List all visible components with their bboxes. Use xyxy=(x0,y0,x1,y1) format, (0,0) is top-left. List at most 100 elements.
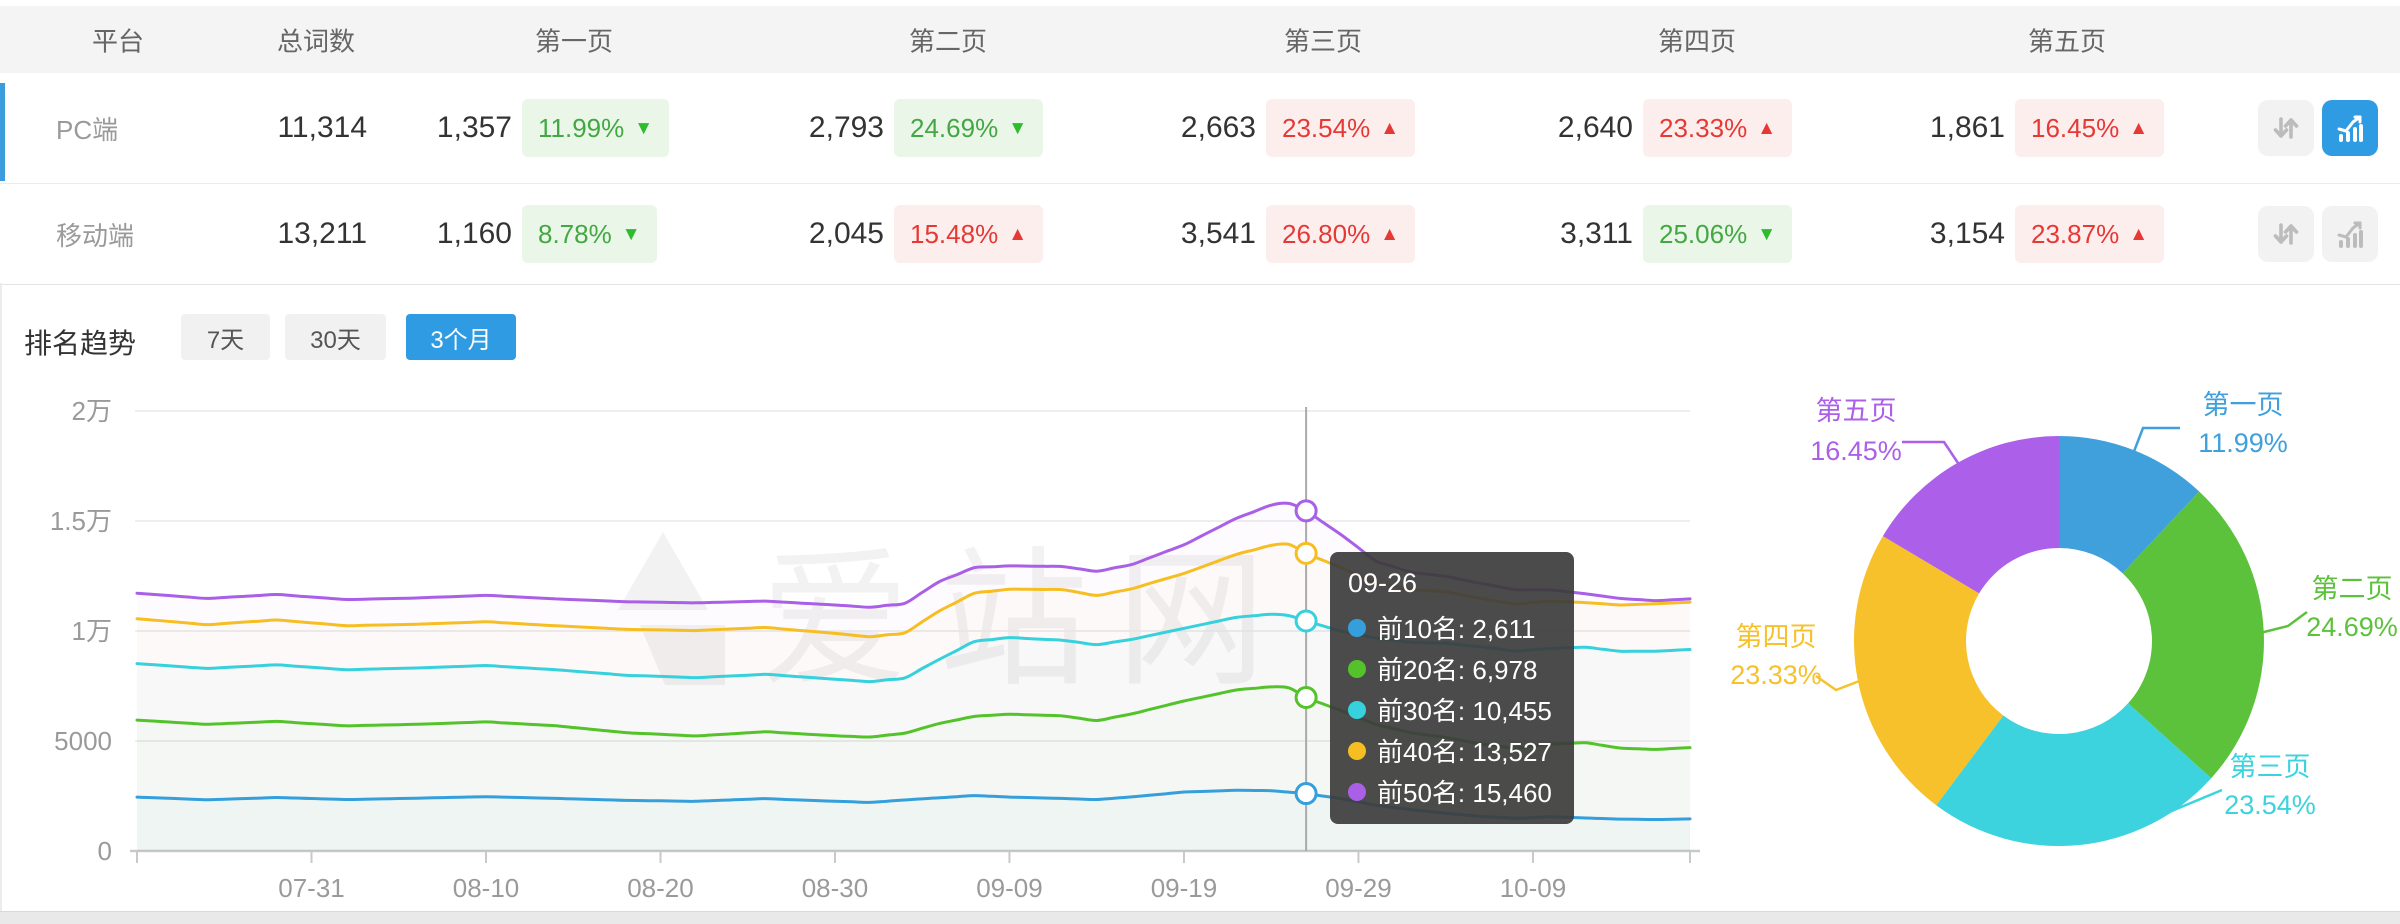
watermark-text: 爱站网 xyxy=(760,536,1294,704)
donut-slice-第四页[interactable] xyxy=(1853,536,2004,806)
y-axis-tick-label: 1万 xyxy=(72,616,112,646)
donut-label-name: 第一页 xyxy=(2203,390,2284,420)
page2-change-badge: 15.48% ▲ xyxy=(894,205,1043,263)
sort-button[interactable] xyxy=(2258,206,2314,262)
y-axis-tick-label: 5000 xyxy=(54,726,112,756)
tooltip-value: 前20名: 6,978 xyxy=(1377,655,1538,685)
trend-chart-icon xyxy=(2337,115,2363,142)
total-words: 11,314 xyxy=(277,111,367,144)
trend-down-icon: ▼ xyxy=(1008,117,1027,139)
trend-section-title: 排名趋势 xyxy=(24,328,137,359)
trend-chart-button[interactable] xyxy=(2322,100,2378,156)
donut-label-name: 第五页 xyxy=(1816,396,1897,426)
page4-change-badge: 25.06% ▼ xyxy=(1643,205,1792,263)
highlight-marker-前20名[interactable] xyxy=(1294,685,1318,709)
platform-label: PC端 xyxy=(56,114,119,145)
donut-slice-第二页[interactable] xyxy=(2122,491,2264,779)
series-dot-icon xyxy=(1348,700,1366,719)
tooltip-row: 前10名: 2,611 xyxy=(1348,607,1556,648)
tooltip-row: 前40名: 13,527 xyxy=(1348,730,1556,771)
tooltip-value: 前10名: 2,611 xyxy=(1377,614,1536,644)
y-axis-tick-label: 0 xyxy=(98,836,112,866)
trend-down-icon: ▼ xyxy=(621,223,641,245)
donut-label-leader xyxy=(2131,426,2180,455)
page2-count: 2,045 xyxy=(808,217,884,250)
col-header-page1: 第一页 xyxy=(534,26,614,56)
trend-up-icon: ▲ xyxy=(1380,117,1399,139)
x-axis-tick-label: 08-20 xyxy=(627,873,694,903)
highlight-marker-前40名[interactable] xyxy=(1294,541,1318,565)
col-header-page4: 第四页 xyxy=(1657,26,1737,56)
donut-label-name: 第三页 xyxy=(2230,752,2311,782)
tooltip-row: 前30名: 10,455 xyxy=(1348,689,1556,730)
x-axis-tick-label: 10-09 xyxy=(1500,873,1567,903)
trend-down-icon: ▼ xyxy=(1757,223,1776,245)
x-axis-tick-label: 08-10 xyxy=(453,873,520,903)
highlight-marker-前30名[interactable] xyxy=(1294,609,1318,633)
donut-label-pct: 23.54% xyxy=(2224,790,2316,820)
sort-arrows-icon xyxy=(2273,117,2299,139)
page5-count: 1,861 xyxy=(1929,111,2005,144)
donut-label-pct: 24.69% xyxy=(2306,612,2398,642)
page1-change-badge: 8.78% ▼ xyxy=(522,205,657,263)
highlight-marker-前50名[interactable] xyxy=(1294,499,1318,523)
trend-up-icon: ▲ xyxy=(2129,223,2148,245)
tab-30-days[interactable]: 30天 xyxy=(285,314,386,360)
col-header-page5: 第五页 xyxy=(2027,26,2107,56)
col-header-page3: 第三页 xyxy=(1283,26,1363,56)
page1-count: 1,357 xyxy=(436,111,512,144)
donut-slice-第三页[interactable] xyxy=(1936,703,2212,847)
series-dot-icon xyxy=(1348,659,1366,678)
page3-change-badge: 26.80% ▲ xyxy=(1266,205,1415,263)
highlight-marker-前10名[interactable] xyxy=(1294,782,1318,806)
tab-7-days[interactable]: 7天 xyxy=(181,314,270,360)
donut-label-name: 第四页 xyxy=(1736,622,1817,652)
tooltip-date: 09-26 xyxy=(1348,568,1418,598)
y-axis-tick-label: 2万 xyxy=(72,396,112,426)
x-axis-tick-label: 09-09 xyxy=(976,873,1043,903)
total-words: 13,211 xyxy=(277,217,367,250)
donut-label-leader xyxy=(2080,788,2223,846)
page3-change-badge: 23.54% ▲ xyxy=(1266,99,1415,157)
x-axis-tick-label: 07-31 xyxy=(278,873,345,903)
tooltip-row: 前20名: 6,978 xyxy=(1348,648,1556,689)
y-axis-tick-label: 1.5万 xyxy=(50,506,112,536)
donut-label-pct: 16.45% xyxy=(1810,436,1902,466)
page1-change-badge: 11.99% ▼ xyxy=(522,99,670,157)
trend-chart-button[interactable] xyxy=(2322,206,2378,262)
tab-3-months[interactable]: 3个月 xyxy=(406,314,516,360)
sort-arrows-icon xyxy=(2273,223,2299,245)
donut-label-pct: 23.33% xyxy=(1730,660,1822,690)
table-header: 平台 总词数 第一页 第二页 第三页 第四页 第五页 xyxy=(0,6,2400,73)
donut-label-leader xyxy=(1902,440,1962,467)
sort-button[interactable] xyxy=(2258,100,2314,156)
platform-label: 移动端 xyxy=(56,220,135,251)
trend-down-icon: ▼ xyxy=(634,117,654,139)
trend-up-icon: ▲ xyxy=(2129,117,2148,139)
col-header-page2: 第二页 xyxy=(908,26,988,56)
page2-change-badge: 24.69% ▼ xyxy=(894,99,1043,157)
watermark: 爱站网 xyxy=(618,532,1294,704)
trend-chart-icon xyxy=(2337,221,2363,248)
series-dot-icon xyxy=(1348,782,1366,801)
x-axis-tick-label: 09-19 xyxy=(1151,873,1218,903)
page3-count: 3,541 xyxy=(1180,217,1256,250)
table-row-mobile[interactable]: 移动端 13,211 1,160 8.78% ▼ 2,045 15.48% ▲ 3,… xyxy=(0,183,2400,285)
trend-up-icon: ▲ xyxy=(1380,223,1399,245)
donut-slice-第五页[interactable] xyxy=(1882,436,2059,594)
page-bottom-strip xyxy=(0,911,2400,924)
table-row-pc[interactable]: PC端 11,314 1,357 11.99% ▼ 2,793 24.69% ▼ 2… xyxy=(0,73,2400,183)
trend-up-icon: ▲ xyxy=(1757,117,1776,139)
page4-count: 3,311 xyxy=(1560,217,1633,250)
tooltip-value: 前50名: 15,460 xyxy=(1377,778,1552,808)
page4-change-badge: 23.33% ▲ xyxy=(1643,99,1792,157)
donut-slice-第一页[interactable] xyxy=(2059,436,2200,574)
tooltip-value: 前30名: 10,455 xyxy=(1377,696,1552,726)
donut-label-leader xyxy=(2259,610,2308,635)
x-axis-tick-label: 09-29 xyxy=(1325,873,1392,903)
page2-count: 2,793 xyxy=(808,111,884,144)
page5-count: 3,154 xyxy=(1929,217,2005,250)
col-header-total: 总词数 xyxy=(276,26,356,56)
